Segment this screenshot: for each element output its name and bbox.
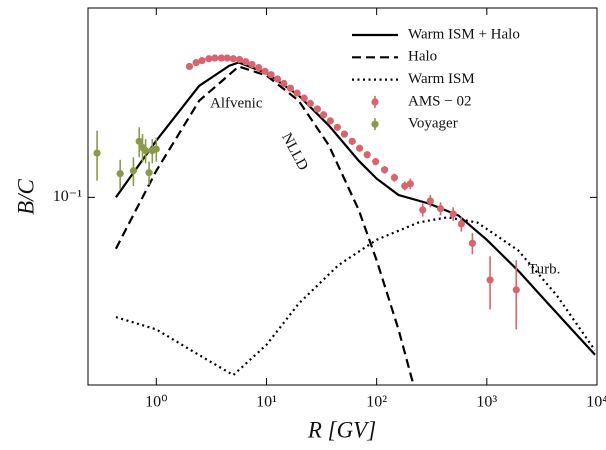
data-point bbox=[319, 111, 328, 119]
data-point bbox=[390, 174, 399, 182]
data-point bbox=[372, 157, 380, 166]
data-point bbox=[205, 55, 213, 63]
data-point bbox=[286, 84, 295, 92]
legend-label: Warm ISM + Halo bbox=[408, 26, 520, 42]
legend-label: AMS − 02 bbox=[408, 93, 471, 109]
data-point bbox=[145, 169, 153, 177]
data-point bbox=[348, 137, 356, 145]
data-point bbox=[293, 89, 301, 97]
data-point bbox=[355, 144, 364, 152]
data-point bbox=[333, 123, 341, 131]
data-point bbox=[406, 180, 414, 188]
annotation: Alfvenic bbox=[210, 95, 263, 111]
data-point bbox=[192, 58, 200, 67]
data-point bbox=[457, 220, 465, 228]
data-point bbox=[468, 239, 477, 247]
line-series bbox=[115, 216, 596, 377]
data-point bbox=[93, 149, 101, 157]
data-point bbox=[261, 67, 269, 75]
data-point bbox=[142, 147, 150, 155]
data-point bbox=[217, 54, 226, 62]
x-tick-label: 10⁰ bbox=[145, 394, 167, 411]
y-tick-label: 10⁻¹ bbox=[53, 188, 82, 205]
legend-label: Voyager bbox=[408, 116, 458, 132]
data-point bbox=[401, 182, 409, 190]
data-point bbox=[198, 57, 206, 65]
legend-swatch bbox=[371, 120, 379, 128]
data-point bbox=[306, 99, 314, 108]
x-tick-label: 10³ bbox=[476, 394, 497, 411]
data-point bbox=[255, 64, 263, 72]
plot-frame bbox=[87, 7, 598, 386]
data-point bbox=[512, 286, 520, 294]
annotation: NLLD bbox=[278, 130, 311, 173]
annotation: Turb. bbox=[528, 261, 560, 277]
data-point bbox=[135, 137, 143, 145]
y-axis-label: B/C bbox=[13, 178, 38, 214]
data-point bbox=[223, 54, 231, 62]
data-point bbox=[242, 58, 250, 66]
data-point bbox=[436, 204, 445, 213]
data-point bbox=[419, 206, 427, 214]
data-point bbox=[280, 79, 288, 88]
data-point bbox=[129, 167, 138, 175]
data-point bbox=[273, 75, 282, 83]
x-axis-label: R [GV] bbox=[307, 417, 376, 442]
data-point bbox=[486, 276, 494, 284]
line-series bbox=[115, 61, 596, 356]
data-point bbox=[248, 60, 256, 69]
data-point bbox=[449, 210, 457, 218]
data-point bbox=[267, 71, 275, 79]
data-point bbox=[211, 54, 219, 62]
data-point bbox=[380, 166, 389, 174]
data-point bbox=[363, 151, 371, 159]
data-point bbox=[300, 94, 308, 102]
data-point bbox=[235, 55, 244, 64]
x-tick-label: 10¹ bbox=[256, 394, 277, 411]
data-point bbox=[313, 105, 322, 113]
data-point bbox=[326, 117, 334, 125]
data-point bbox=[185, 62, 194, 71]
data-point bbox=[229, 55, 237, 63]
legend-label: Halo bbox=[408, 49, 437, 65]
line-series bbox=[114, 65, 415, 386]
data-point bbox=[340, 130, 349, 138]
legend-label: Warm ISM bbox=[408, 71, 475, 87]
x-tick-label: 10² bbox=[366, 394, 387, 411]
data-point bbox=[116, 170, 124, 178]
legend-swatch bbox=[371, 98, 379, 106]
x-tick-label: 10⁴ bbox=[586, 394, 606, 411]
data-point bbox=[426, 197, 434, 205]
data-point bbox=[152, 145, 160, 153]
